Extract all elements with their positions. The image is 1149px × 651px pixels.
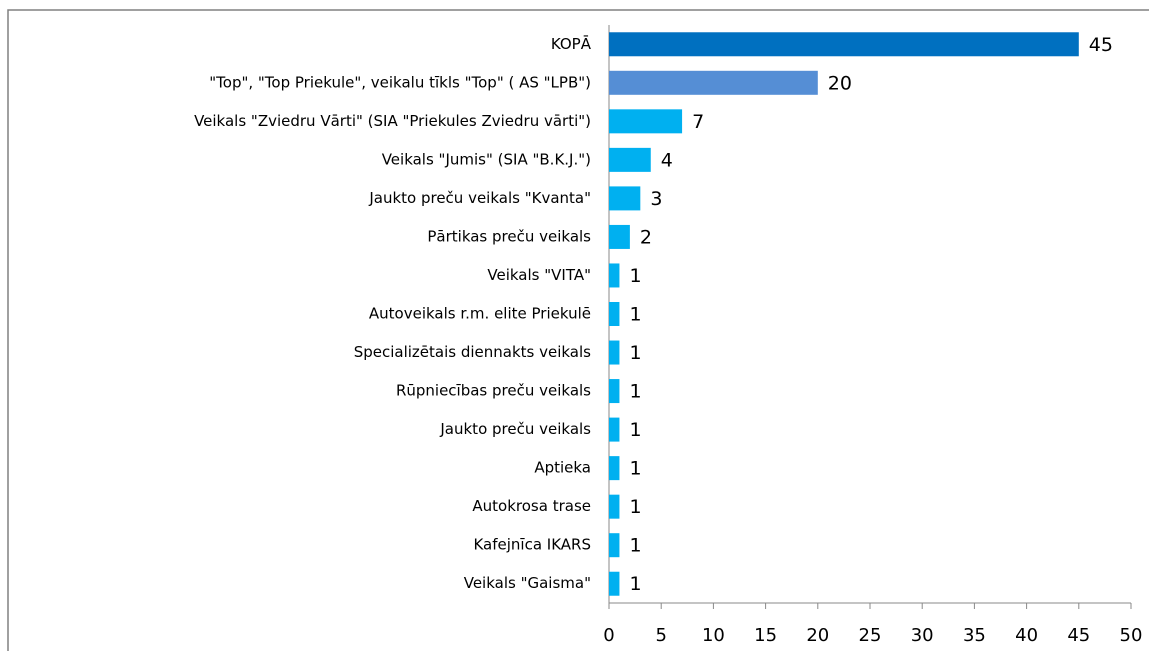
y-tick-label: Pārtikas preču veikals	[427, 227, 591, 245]
bar	[609, 109, 683, 134]
y-tick-label: Kafejnīca IKARS	[473, 536, 591, 554]
chart-frame	[7, 9, 1149, 651]
data-label: 1	[629, 535, 641, 557]
y-tick-label: Veikals "Jumis" (SIA "B.K.J.")	[382, 150, 591, 168]
bar	[609, 456, 620, 481]
y-tick-label: "Top", "Top Priekule", veikalu tīkls "To…	[209, 73, 591, 91]
bar	[609, 379, 620, 404]
bar	[609, 263, 620, 288]
x-tick-label: 40	[1015, 625, 1038, 646]
x-tick-label: 35	[963, 625, 986, 646]
y-tick-label: Autokrosa trase	[472, 497, 591, 515]
bar	[609, 571, 620, 596]
bar	[609, 70, 818, 95]
x-tick-label: 30	[911, 625, 934, 646]
data-label: 1	[629, 496, 641, 518]
data-label: 2	[640, 226, 652, 248]
data-label: 1	[629, 458, 641, 480]
data-label: 45	[1089, 34, 1113, 56]
bar	[609, 32, 1079, 57]
y-tick-label: Aptieka	[534, 459, 591, 477]
y-tick-label: Veikals "Zviedru Vārti" (SIA "Priekules …	[194, 112, 591, 130]
data-label: 1	[629, 381, 641, 403]
y-tick-label: Autoveikals r.m. elite Priekulē	[369, 305, 591, 323]
x-tick-label: 10	[702, 625, 725, 646]
x-tick-label: 50	[1120, 625, 1143, 646]
y-tick-label: KOPĀ	[551, 35, 592, 53]
bar	[609, 340, 620, 365]
data-label: 1	[629, 342, 641, 364]
data-label: 4	[661, 149, 673, 171]
y-tick-label: Jaukto preču veikals "Kvanta"	[368, 189, 591, 207]
bar	[609, 533, 620, 558]
data-label: 1	[629, 304, 641, 326]
x-tick-label: 5	[655, 625, 666, 646]
y-tick-label: Veikals "Gaisma"	[464, 574, 591, 592]
bar	[609, 186, 641, 211]
bar	[609, 147, 651, 172]
data-label: 20	[828, 72, 852, 94]
y-tick-label: Rūpniecības preču veikals	[396, 382, 591, 400]
data-label: 7	[692, 111, 704, 133]
bar	[609, 302, 620, 326]
bar	[609, 224, 630, 249]
x-tick-label: 25	[859, 625, 882, 646]
x-tick-label: 15	[754, 625, 777, 646]
y-tick-label: Veikals "VITA"	[487, 266, 591, 284]
y-tick-label: Specializētais diennakts veikals	[354, 343, 591, 361]
x-tick-label: 0	[603, 625, 614, 646]
bar	[609, 494, 620, 519]
data-label: 3	[650, 188, 662, 210]
data-label: 1	[629, 419, 641, 441]
x-tick-label: 45	[1067, 625, 1090, 646]
x-tick-label: 20	[806, 625, 829, 646]
data-label: 1	[629, 573, 641, 595]
bar	[609, 417, 620, 442]
data-label: 1	[629, 265, 641, 287]
y-tick-label: Jaukto preču veikals	[439, 420, 591, 438]
